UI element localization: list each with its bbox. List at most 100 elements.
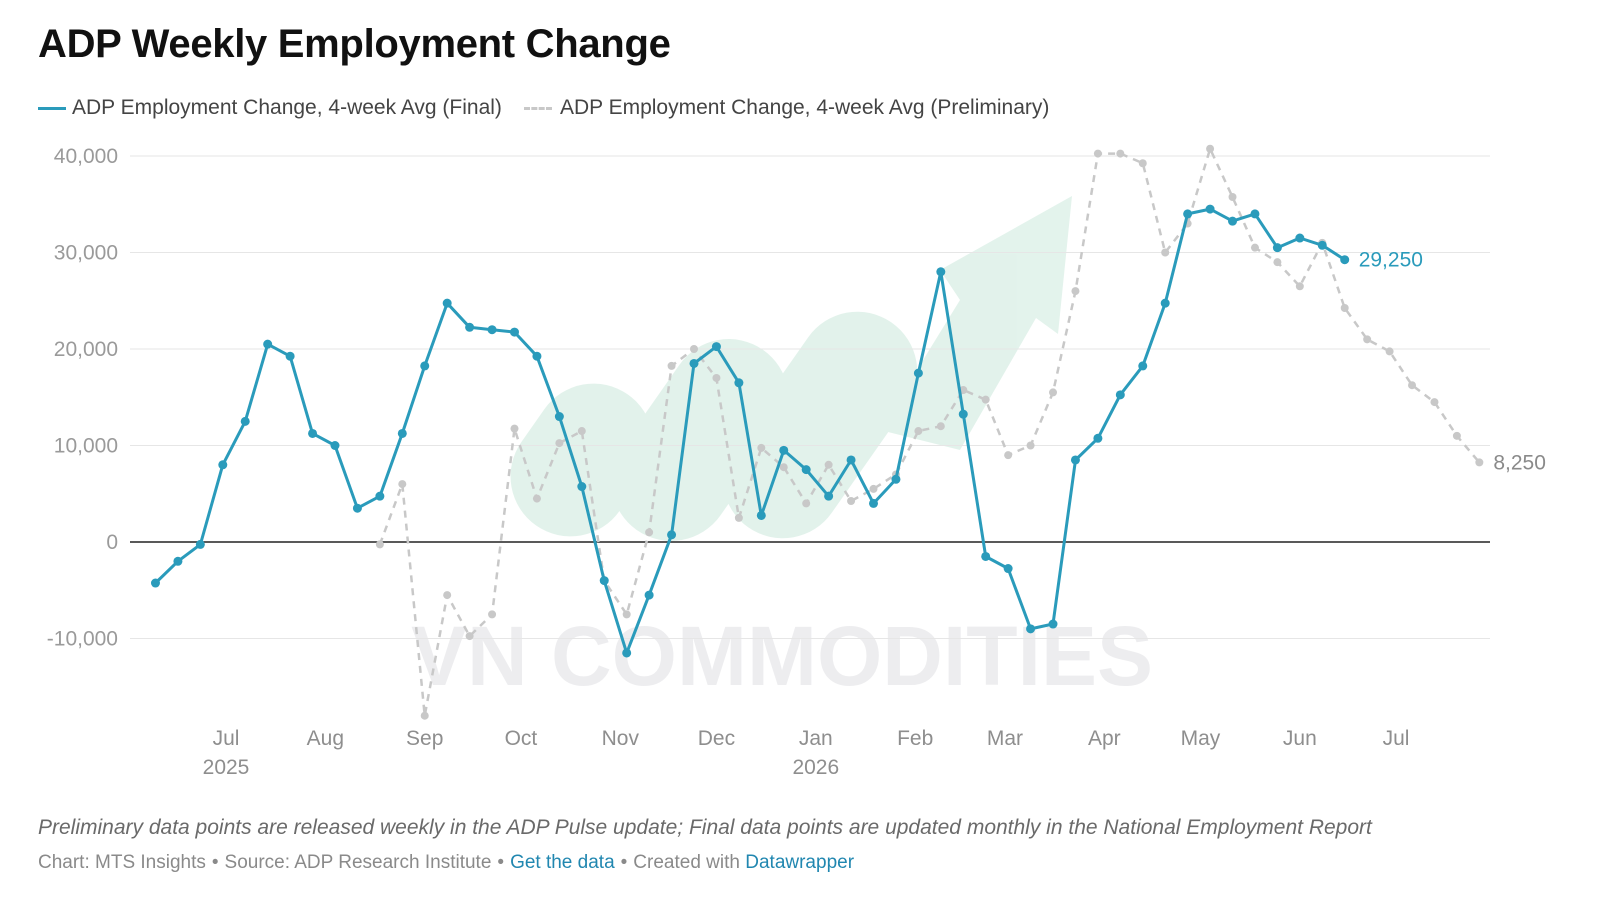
final-point xyxy=(1048,619,1058,629)
final-point xyxy=(801,465,811,475)
preliminary-point xyxy=(1004,451,1013,460)
credit-source: Source: ADP Research Institute xyxy=(224,852,492,873)
final-point xyxy=(1205,204,1215,214)
preliminary-point xyxy=(420,711,429,720)
preliminary-point xyxy=(847,496,856,505)
watermark-bar-1 xyxy=(510,383,654,537)
preliminary-point xyxy=(824,460,833,469)
final-point xyxy=(375,491,385,501)
preliminary-point xyxy=(712,373,721,382)
legend-label-final: ADP Employment Change, 4-week Avg (Final… xyxy=(72,96,502,119)
credit-separator: • xyxy=(211,852,219,873)
x-tick-label: Jun xyxy=(1283,727,1317,750)
get-data-link[interactable]: Get the data xyxy=(510,852,615,873)
final-point xyxy=(599,576,609,586)
preliminary-point xyxy=(1161,248,1170,257)
chart-credits: Chart: MTS Insights • Source: ADP Research… xyxy=(38,852,854,874)
preliminary-point xyxy=(1049,388,1058,397)
x-tick-label: Jul xyxy=(213,727,240,750)
final-end-label: 29,250 xyxy=(1359,249,1423,272)
preliminary-point xyxy=(690,345,698,353)
final-point xyxy=(711,342,721,352)
y-tick-label: 0 xyxy=(106,531,118,554)
series-group xyxy=(150,144,1484,720)
preliminary-point xyxy=(1475,458,1484,467)
preliminary-end-label: 8,250 xyxy=(1493,451,1546,474)
watermark-arrow xyxy=(880,196,1072,450)
legend-swatch-final xyxy=(38,106,66,110)
preliminary-point xyxy=(1071,287,1080,296)
preliminary-point xyxy=(645,528,654,537)
final-point xyxy=(622,648,632,658)
credit-separator: • xyxy=(497,852,505,873)
final-point xyxy=(465,322,475,332)
final-point xyxy=(1317,240,1327,250)
y-tick-label: 10,000 xyxy=(54,435,118,458)
preliminary-point xyxy=(532,494,541,503)
preliminary-point xyxy=(443,591,452,600)
final-point xyxy=(1160,298,1170,308)
final-point xyxy=(1340,255,1350,265)
preliminary-point xyxy=(1026,441,1035,450)
watermark-bar-3 xyxy=(722,311,918,539)
x-tick-label: May xyxy=(1181,727,1221,750)
x-tick-label: Dec xyxy=(698,727,735,750)
final-point xyxy=(1138,361,1148,371)
final-point xyxy=(981,551,991,561)
preliminary-point xyxy=(1206,144,1215,153)
final-point xyxy=(487,325,497,335)
x-tick-label: Mar xyxy=(987,727,1023,750)
preliminary-point xyxy=(1452,431,1461,440)
credit-created-with: Created with xyxy=(633,852,740,873)
final-point xyxy=(913,368,923,378)
legend-swatch-preliminary xyxy=(523,106,552,110)
preliminary-point xyxy=(1116,149,1125,158)
final-point xyxy=(240,416,250,426)
y-grid xyxy=(130,155,1490,639)
preliminary-point xyxy=(1273,258,1282,267)
final-point xyxy=(577,482,587,492)
credit-separator: • xyxy=(620,852,628,873)
datawrapper-link[interactable]: Datawrapper xyxy=(745,852,855,873)
preliminary-point xyxy=(1363,335,1372,344)
x-tick-year-label: 2026 xyxy=(792,756,839,779)
line-chart: VN COMMODITIES -10,000 0 10,000 20,000 30,00… xyxy=(47,144,1546,779)
final-point xyxy=(734,378,744,388)
final-point xyxy=(1228,216,1238,226)
x-tick-label: Apr xyxy=(1088,727,1121,750)
preliminary-point xyxy=(1250,243,1259,252)
preliminary-point xyxy=(1093,149,1102,158)
preliminary-point xyxy=(936,422,945,431)
final-point xyxy=(846,455,856,465)
x-tick-label: Oct xyxy=(505,727,538,750)
preliminary-point xyxy=(1295,282,1304,291)
preliminary-point xyxy=(488,610,497,619)
preliminary-line xyxy=(378,147,1481,717)
preliminary-point xyxy=(1138,159,1147,168)
preliminary-point xyxy=(465,632,474,641)
final-point xyxy=(195,539,205,549)
final-point xyxy=(1250,209,1260,219)
final-point xyxy=(1115,390,1125,400)
y-tick-label: 20,000 xyxy=(54,338,118,361)
preliminary-point xyxy=(757,443,766,452)
final-point xyxy=(420,361,430,371)
final-point xyxy=(689,358,699,368)
series-preliminary xyxy=(375,144,1484,720)
legend-label-preliminary: ADP Employment Change, 4-week Avg (Preli… xyxy=(559,96,1050,119)
final-point xyxy=(1026,624,1036,634)
final-point xyxy=(1295,233,1305,243)
final-point xyxy=(1272,243,1282,253)
legend-item-final: ADP Employment Change, 4-week Avg (Final… xyxy=(38,96,502,120)
x-tick-label: Nov xyxy=(602,727,640,750)
final-point xyxy=(756,510,766,520)
y-tick-label: 30,000 xyxy=(54,242,118,265)
legend-item-preliminary: ADP Employment Change, 4-week Avg (Preli… xyxy=(523,96,1050,120)
preliminary-point xyxy=(914,427,923,436)
final-point xyxy=(936,267,946,277)
preliminary-point xyxy=(577,427,586,436)
final-point xyxy=(958,409,968,419)
preliminary-point xyxy=(779,463,788,472)
final-point xyxy=(308,428,318,438)
preliminary-point xyxy=(398,480,407,489)
